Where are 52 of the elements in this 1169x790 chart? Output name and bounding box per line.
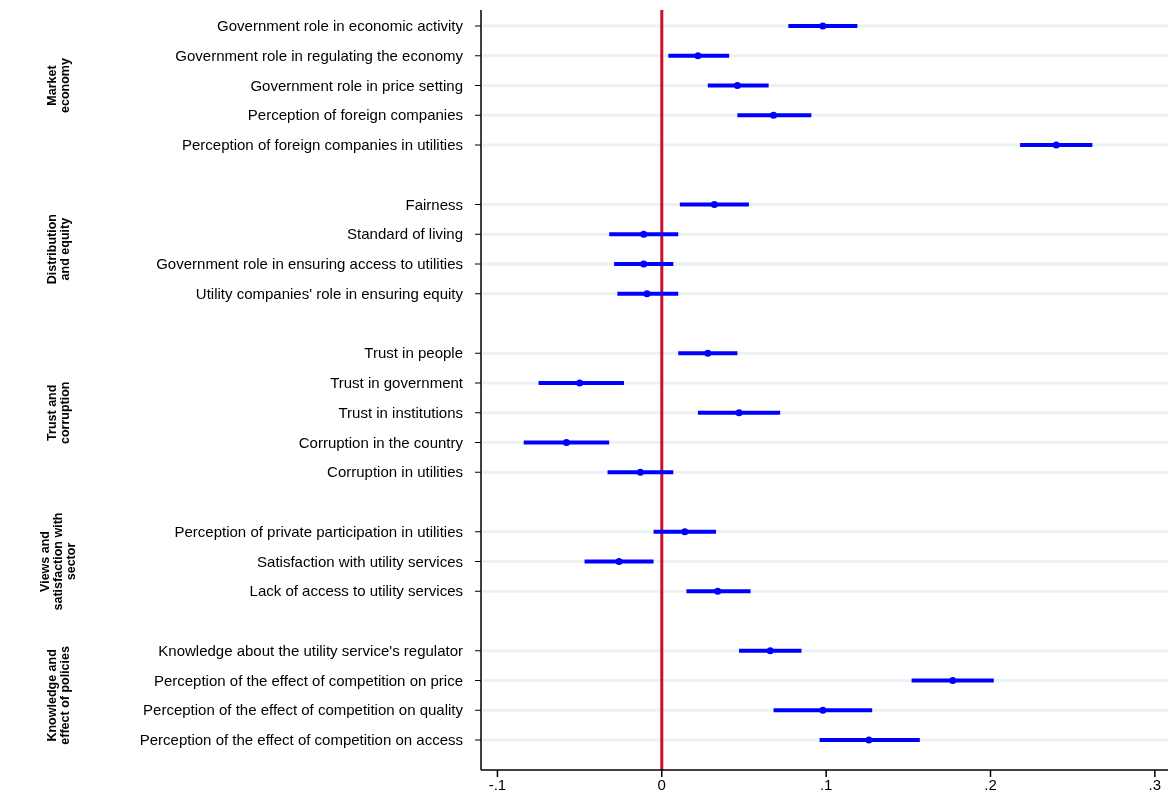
x-tick-label: .2 (984, 776, 997, 790)
y-tick-label: Perception of the effect of competition on quality (143, 701, 464, 719)
point (562, 439, 570, 446)
y-tick-label: Trust in people (364, 344, 463, 362)
y-tick-label: Perception of private participation in utilities (174, 522, 463, 540)
y-tick-label: Perception of the effect of competition on price (153, 671, 463, 689)
x-tick-label: .3 (1148, 776, 1162, 790)
y-tick-label: Perception of foreign companies in utilities (182, 136, 463, 153)
point (1052, 141, 1060, 149)
y-tick-label: Trust in government (330, 374, 464, 391)
y-tick-label: Government role in ensuring access to utilities (156, 255, 463, 272)
point (733, 82, 741, 89)
point (865, 736, 873, 744)
y-tick-label: Government role in regulating the economy (175, 46, 464, 64)
point (681, 528, 689, 536)
point (704, 349, 712, 357)
text: Distribution and equity (44, 214, 72, 285)
point (766, 647, 774, 655)
x-tick-label: .1 (819, 776, 833, 790)
y-tick-label: Corruption in utilities (327, 463, 463, 481)
point (710, 201, 718, 208)
point (643, 290, 651, 298)
y-tick-label: Government role in economic activity (217, 17, 464, 34)
text: Views and satisfaction with sector (38, 512, 78, 611)
point (576, 379, 584, 387)
y-tick-label: Lack of access to utility services (249, 582, 463, 600)
point (819, 706, 827, 714)
y-tick-label: Corruption in the country (298, 433, 464, 451)
text: Knowledge and effect of policies (44, 646, 72, 745)
y-tick-label: Knowledge about the utility service's regulator (158, 641, 463, 659)
y-tick-label: Standard of living (347, 225, 463, 243)
point (694, 52, 702, 60)
y-tick-label: Perception of the effect of competition on access (139, 731, 463, 748)
y-tick-label: Fairness (405, 195, 463, 213)
point (949, 677, 957, 684)
point (770, 111, 778, 119)
y-tick-label: Trust in institutions (338, 403, 463, 421)
x-tick-label: -.1 (488, 776, 507, 790)
point (819, 22, 827, 30)
y-tick-label: Satisfaction with utility services (257, 552, 463, 570)
point (615, 558, 623, 565)
y-tick-label: Perception of foreign companies (247, 106, 463, 124)
x-tick-label: 0 (657, 776, 666, 790)
y-tick-label: Utility companies' role in ensuring equity (195, 284, 464, 302)
y-tick-label: Government role in price setting (250, 76, 463, 94)
point (640, 230, 648, 238)
point (636, 468, 644, 476)
point (714, 587, 722, 595)
point (735, 409, 743, 417)
point (640, 260, 648, 268)
text: Trust and corruption (44, 381, 72, 444)
text: Market economy (44, 58, 72, 113)
